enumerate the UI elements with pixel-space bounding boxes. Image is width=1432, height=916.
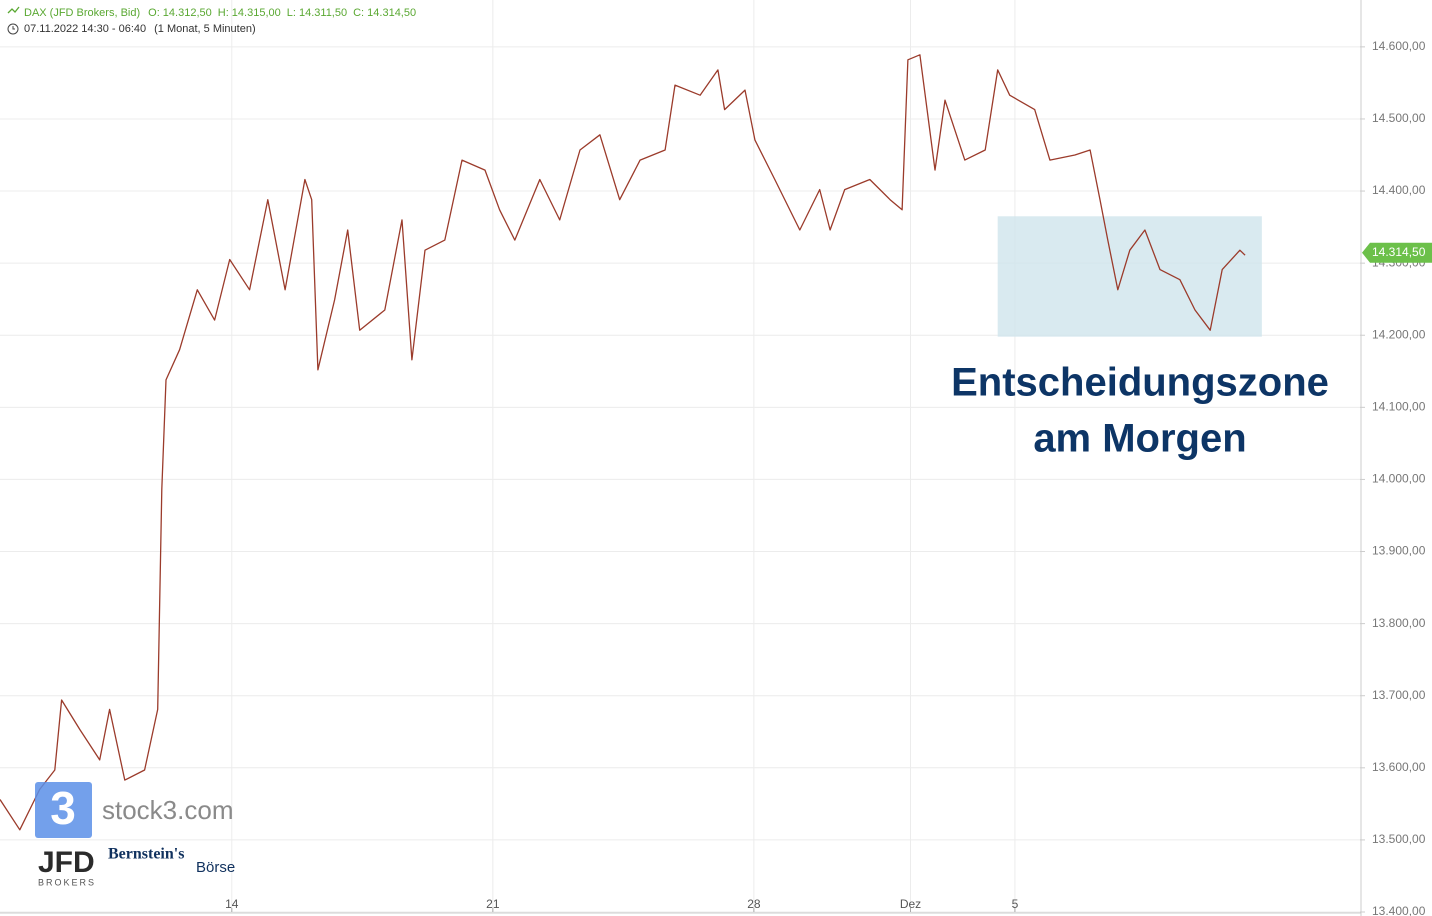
y-tick-label: 13.600,00 bbox=[1372, 760, 1426, 774]
y-tick-label: 13.500,00 bbox=[1372, 832, 1426, 846]
header-low: L: 14.311,50 bbox=[287, 7, 347, 19]
jfd-sub: BROKERS bbox=[38, 877, 96, 887]
jfd-logo: JFD bbox=[38, 846, 95, 879]
header-close: C: 14.314,50 bbox=[353, 7, 416, 19]
x-tick-label: 14 bbox=[225, 897, 239, 911]
y-tick-label: 14.200,00 bbox=[1372, 327, 1426, 341]
header-range-text: 07.11.2022 14:30 - 06:40 bbox=[24, 23, 146, 35]
y-tick-label: 13.400,00 bbox=[1372, 904, 1426, 916]
y-tick-label: 13.800,00 bbox=[1372, 616, 1426, 630]
x-tick-label: 5 bbox=[1012, 897, 1019, 911]
clock-hand bbox=[12, 26, 15, 30]
clock-icon bbox=[7, 23, 19, 35]
stock3-digit: 3 bbox=[50, 782, 76, 834]
y-tick-label: 13.900,00 bbox=[1372, 544, 1426, 558]
header-title-text: DAX (JFD Brokers, Bid) bbox=[24, 7, 140, 19]
last-price-label: 14.314,50 bbox=[1372, 245, 1426, 259]
y-tick-label: 14.400,00 bbox=[1372, 183, 1426, 197]
price-line bbox=[0, 54, 1246, 831]
bernstein-logo: Bernstein's bbox=[108, 846, 184, 863]
header-icon bbox=[7, 6, 20, 14]
y-tick-label: 14.000,00 bbox=[1372, 472, 1426, 486]
y-tick-label: 14.600,00 bbox=[1372, 39, 1426, 53]
last-price-tag bbox=[1362, 242, 1432, 263]
y-tick-label: 14.500,00 bbox=[1372, 111, 1426, 125]
header-title: DAX (JFD Brokers, Bid) O: 14.312,50 H: 14.… bbox=[24, 7, 416, 19]
x-tick-label: Dez bbox=[900, 897, 921, 911]
y-tick-label: 14.100,00 bbox=[1372, 400, 1426, 414]
grid bbox=[0, 0, 1360, 913]
x-tick-label: 28 bbox=[747, 897, 761, 911]
boerse-logo: Börse bbox=[196, 859, 235, 876]
decision-zone bbox=[997, 216, 1262, 337]
stock3-text: stock3.com bbox=[102, 795, 234, 825]
annotation: Entscheidungszone bbox=[951, 361, 1329, 405]
header-period: (1 Monat, 5 Minuten) bbox=[154, 23, 256, 35]
header-range: 07.11.2022 14:30 - 06:40 (1 Monat, 5 Minu… bbox=[24, 23, 256, 35]
plot bbox=[0, 54, 1262, 831]
stock3-logo bbox=[35, 782, 92, 838]
header-high: H: 14.315,00 bbox=[218, 7, 281, 19]
annotation: am Morgen bbox=[1033, 417, 1246, 461]
header-open: O: 14.312,50 bbox=[148, 7, 212, 19]
x-tick-label: 21 bbox=[486, 897, 500, 911]
y-tick-label: 13.700,00 bbox=[1372, 688, 1426, 702]
